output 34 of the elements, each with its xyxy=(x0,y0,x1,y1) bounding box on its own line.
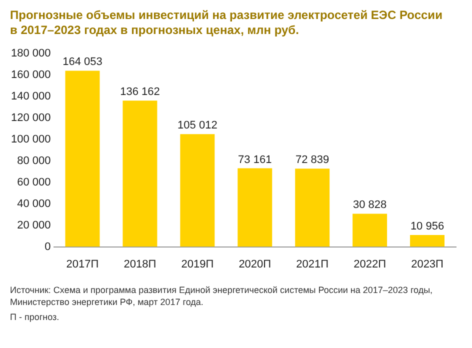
y-tick-label: 180 000 xyxy=(10,48,51,60)
chart-title: Прогнозные объемы инвестиций на развитие электросетей ЕЭС России в 2017–2023 годах в прогнозных ценах, млн руб. xyxy=(10,8,444,38)
data-label: 73 161 xyxy=(238,154,272,166)
x-tick-label: 2018П xyxy=(124,258,156,270)
x-tick-label: 2022П xyxy=(354,258,386,270)
y-tick-label: 60 000 xyxy=(17,176,51,188)
data-label: 30 828 xyxy=(352,199,387,212)
data-label: 10 956 xyxy=(410,220,444,233)
bar xyxy=(410,235,445,247)
data-label: 105 012 xyxy=(178,120,218,132)
bar xyxy=(65,70,100,247)
y-tick-label: 80 000 xyxy=(17,154,51,167)
y-tick-label: 100 000 xyxy=(10,134,51,146)
y-tick-label: 120 000 xyxy=(10,112,51,124)
x-tick-label: 2021П xyxy=(296,258,329,270)
x-tick-label: 2020П xyxy=(238,258,272,270)
y-tick-label: 0 xyxy=(44,240,51,253)
y-tick-label: 140 000 xyxy=(10,90,51,103)
x-tick-label: 2023П xyxy=(411,258,444,270)
bar xyxy=(352,214,388,247)
bar xyxy=(238,168,272,247)
y-tick-label: 20 000 xyxy=(17,219,51,232)
bar xyxy=(295,168,330,247)
bar xyxy=(180,134,215,247)
bar xyxy=(122,100,158,247)
y-tick-label: 40 000 xyxy=(17,198,51,210)
text: Источник: Схема и программа развития Единой энергетической системы России на 2017–2023 годы, Министерство энергетики РФ, март 2017 года. xyxy=(10,284,434,308)
data-label: 136 162 xyxy=(120,86,160,98)
data-label: 164 053 xyxy=(62,56,102,68)
y-tick-label: 160 000 xyxy=(10,69,51,82)
data-label: 72 839 xyxy=(296,154,330,166)
x-tick-label: 2017П xyxy=(66,258,99,270)
text: П - прогноз. xyxy=(10,311,60,323)
x-tick-label: 2019П xyxy=(181,258,214,270)
